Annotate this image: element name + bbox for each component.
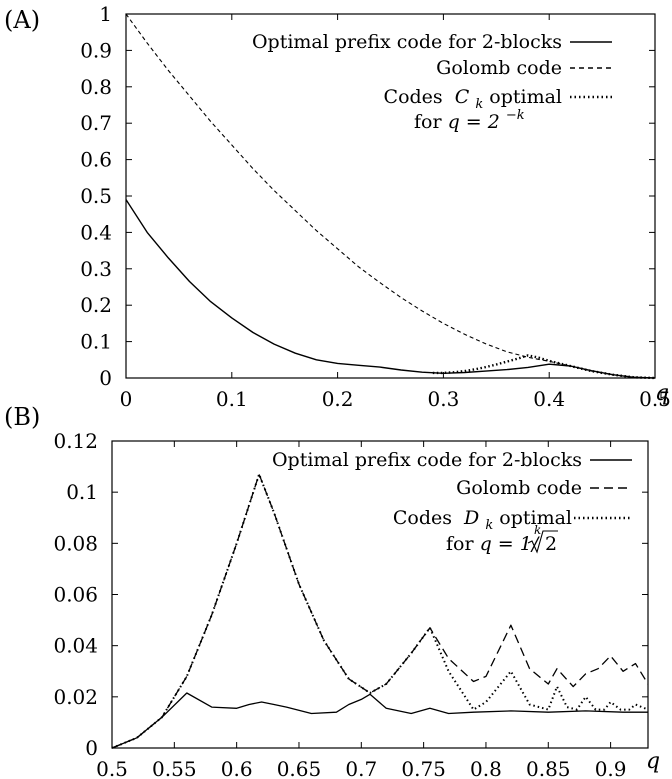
panel-a-x-tick-label: 0 [120, 387, 133, 411]
legend-b-label-golomb: Golomb code [456, 477, 582, 499]
legend-a-ck-var: C [455, 86, 470, 108]
panel-a-x-tick-label: 0.3 [427, 387, 459, 411]
panel-b-series-dashed [111, 473, 649, 749]
panel-b-label: (B) [4, 403, 40, 431]
panel-b-series [111, 473, 649, 749]
panel-a-x-axis-label: q [655, 381, 669, 406]
panel-b-x-tick-label: 0.5 [96, 757, 128, 779]
panel-a: (A) 0 0.1 0.2 0.3 0.4 0.5 0.6 0.7 0.8 0.9 1 0 0.1 0.… [4, 2, 671, 411]
panel-b-x-tick-label: 0.9 [595, 757, 627, 779]
legend-a-label-golomb: Golomb code [436, 57, 562, 79]
panel-b-y-tick-label: 0.08 [53, 531, 98, 555]
legend-b-condition-text: for q = 1/ [446, 533, 540, 555]
panel-a-y-tick-label: 0.6 [80, 148, 112, 172]
panel-b-x-ticks: 0.5 0.55 0.6 0.65 0.7 0.75 0.8 0.85 0.9 [96, 441, 627, 779]
panel-b-x-tick-label: 0.8 [470, 757, 502, 779]
panel-a-y-tick-label: 0.9 [80, 38, 112, 62]
panel-a-x-tick-label: 0.4 [533, 387, 565, 411]
panel-b-x-axis-label: q [646, 749, 660, 774]
panel-a-series-solid [125, 199, 656, 379]
panel-a-x-ticks: 0 0.1 0.2 0.3 0.4 0.5 [120, 14, 671, 411]
legend-b-dk-tail: optimal [499, 507, 572, 529]
panel-b-x-tick-label: 0.65 [277, 757, 322, 779]
legend-b-dk-var: D [463, 507, 479, 529]
panel-a-frame [125, 13, 656, 379]
legend-b-eq: q = 1/ [480, 533, 540, 555]
panel-a-y-tick-label: 0.4 [80, 220, 112, 244]
panel-a-y-tick-label: 0.8 [80, 75, 112, 99]
panel-b-y-tick-label: 0.12 [53, 429, 98, 453]
legend-a-sup: −k [506, 108, 525, 123]
legend-b-label-dk: Codes D k optimal [393, 507, 572, 534]
panel-a-y-tick-label: 0 [99, 366, 112, 390]
legend-a-condition: for q = 2 −k [414, 108, 525, 133]
legend-a-ck-tail: optimal [489, 86, 562, 108]
panel-a-y-tick-label: 0.7 [80, 111, 112, 135]
panel-a-legend: Optimal prefix code for 2-blocks Golomb … [252, 31, 612, 133]
legend-a-label-ck: Codes C k optimal [384, 86, 562, 113]
legend-b-label-optimal: Optimal prefix code for 2-blocks [272, 449, 582, 471]
panel-a-y-tick-label: 1 [99, 2, 112, 26]
legend-b-root-index: k [534, 523, 541, 537]
panel-a-y-tick-label: 0.2 [80, 293, 112, 317]
legend-a-ck-word: Codes [384, 86, 443, 108]
panel-a-label: (A) [4, 6, 40, 34]
legend-b-dk-word: Codes [393, 507, 452, 529]
panel-b: (B) 00.020.040.060.080.10.12 0.5 0.55 0.6 0… [4, 403, 660, 779]
legend-b-for: for [446, 533, 480, 555]
legend-b-radical-sign [527, 530, 558, 554]
panel-b-x-tick-label: 0.75 [401, 757, 446, 779]
panel-b-legend: Optimal prefix code for 2-blocks Golomb … [272, 449, 632, 555]
legend-b-root-arg: 2 [545, 533, 557, 555]
legend-a-label-optimal: Optimal prefix code for 2-blocks [252, 31, 562, 53]
panel-b-y-tick-label: 0.1 [66, 480, 98, 504]
panel-b-x-tick-label: 0.85 [526, 757, 571, 779]
panel-a-y-tick-label: 0.1 [80, 330, 112, 354]
panel-b-series-dotted [111, 473, 649, 749]
panel-b-x-tick-label: 0.6 [221, 757, 253, 779]
panel-a-y-tick-label: 0.3 [80, 257, 112, 281]
panel-a-x-tick-label: 0.1 [216, 387, 248, 411]
panel-b-x-tick-label: 0.55 [152, 757, 197, 779]
panel-a-x-tick-label: 0.5 [639, 387, 671, 411]
legend-a-for: for [414, 111, 448, 133]
panel-a-series [125, 13, 656, 380]
panel-a-y-tick-label: 0.5 [80, 184, 112, 208]
panel-b-y-tick-label: 0 [85, 736, 98, 760]
legend-a-eq: q = 2 [448, 111, 500, 133]
panel-b-y-tick-label: 0.02 [53, 685, 98, 709]
panel-a-x-tick-label: 0.2 [322, 387, 354, 411]
panel-a-y-ticks: 0 0.1 0.2 0.3 0.4 0.5 0.6 0.7 0.8 0.9 1 [80, 2, 655, 390]
legend-b-condition: for q = 1/ k 2 [446, 523, 558, 555]
panel-a-series-dotted [432, 354, 656, 380]
panel-b-y-tick-label: 0.06 [53, 583, 98, 607]
panel-b-y-tick-label: 0.04 [53, 634, 98, 658]
panel-b-y-ticks: 0 0.02 0.04 0.06 0.08 0.1 0.12 [53, 429, 648, 760]
panel-b-x-tick-label: 0.7 [345, 757, 377, 779]
legend-a-ck-sub: k [475, 97, 483, 112]
legend-b-dk-sub: k [485, 518, 493, 533]
panel-a-series-dashed [125, 13, 656, 379]
panel-b-series-solid [111, 692, 648, 749]
